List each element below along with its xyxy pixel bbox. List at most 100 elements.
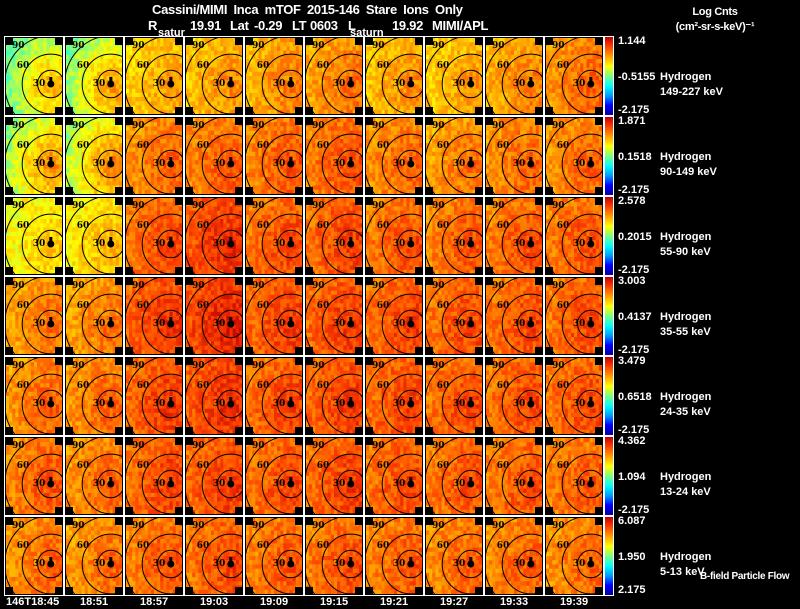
heatmap-cell bbox=[394, 46, 398, 51]
heatmap-cell bbox=[450, 80, 455, 85]
bfield-direction-marker bbox=[169, 157, 173, 161]
heatmap-cell bbox=[429, 92, 433, 98]
heatmap-cell bbox=[157, 189, 161, 194]
heatmap-cell bbox=[40, 84, 44, 89]
heatmap-cell bbox=[232, 76, 237, 81]
heatmap-cell bbox=[390, 92, 395, 98]
heatmap-cell bbox=[106, 76, 110, 81]
heatmap-cell bbox=[69, 147, 73, 153]
heatmap-cell bbox=[381, 105, 385, 111]
heatmap-cell bbox=[270, 92, 275, 98]
heatmap-cell bbox=[66, 172, 70, 178]
fov-mask bbox=[6, 38, 13, 45]
heatmap-cell bbox=[55, 54, 60, 60]
heatmap-cell bbox=[46, 185, 50, 191]
heatmap-cell bbox=[577, 80, 581, 85]
heatmap-cell bbox=[126, 151, 130, 157]
heatmap-cell bbox=[94, 118, 98, 123]
heatmap-cell bbox=[489, 46, 493, 51]
heatmap-cell bbox=[106, 46, 110, 51]
heatmap-cell bbox=[94, 54, 98, 60]
heatmap-cell bbox=[147, 109, 152, 114]
heatmap-cell bbox=[126, 147, 130, 153]
heatmap-cell bbox=[72, 105, 76, 111]
heatmap-cell bbox=[475, 84, 480, 89]
heatmap-cell bbox=[381, 67, 385, 73]
heatmap-cell bbox=[435, 84, 439, 89]
heatmap-cell bbox=[520, 38, 524, 43]
heatmap-cell bbox=[318, 105, 322, 111]
heatmap-cell bbox=[577, 59, 581, 64]
heatmap-cell bbox=[192, 118, 196, 123]
heatmap-cell bbox=[577, 109, 581, 114]
heatmap-cell bbox=[100, 130, 104, 136]
heatmap-cell bbox=[312, 54, 316, 60]
heatmap-cell bbox=[175, 130, 180, 136]
heatmap-cell bbox=[112, 71, 117, 77]
heatmap-cell bbox=[144, 105, 149, 111]
heatmap-cell bbox=[18, 50, 22, 56]
heatmap-cell bbox=[277, 126, 281, 131]
heatmap-cell bbox=[252, 105, 256, 111]
heatmap-cell bbox=[52, 105, 57, 111]
heatmap-cell bbox=[49, 92, 53, 98]
heatmap-cell bbox=[346, 59, 350, 64]
heatmap-cell bbox=[577, 92, 581, 98]
fov-mask bbox=[186, 187, 193, 194]
heatmap-cell bbox=[144, 38, 149, 43]
heatmap-cell bbox=[34, 156, 38, 161]
heatmap-cell bbox=[466, 54, 470, 60]
heatmap-cell bbox=[186, 54, 190, 60]
heatmap-cell bbox=[55, 126, 60, 131]
fov-mask bbox=[186, 38, 193, 45]
heatmap-cell bbox=[220, 172, 224, 178]
heatmap-cell bbox=[589, 46, 593, 51]
heatmap-cell bbox=[409, 105, 413, 111]
heatmap-cell bbox=[46, 126, 50, 131]
heatmap-cell bbox=[270, 97, 275, 102]
heatmap-cell bbox=[58, 50, 62, 56]
contour-label: 90 bbox=[372, 41, 385, 51]
heatmap-cell bbox=[34, 97, 38, 102]
heatmap-cell bbox=[252, 172, 256, 178]
heatmap-cell bbox=[201, 122, 205, 127]
heatmap-cell bbox=[432, 84, 436, 89]
heatmap-cell bbox=[6, 168, 10, 174]
heatmap-cell bbox=[6, 151, 10, 157]
heatmap-cell bbox=[355, 80, 360, 85]
heatmap-cell bbox=[186, 92, 190, 98]
heatmap-cell bbox=[504, 59, 509, 64]
heatmap-cell bbox=[141, 122, 145, 127]
heatmap-cell bbox=[592, 38, 597, 43]
heatmap-cell bbox=[229, 168, 233, 174]
heatmap-cell bbox=[258, 105, 262, 111]
heatmap-cell bbox=[589, 50, 593, 56]
heatmap-cell bbox=[280, 42, 284, 47]
heatmap-cell bbox=[429, 76, 433, 81]
heatmap-cell bbox=[144, 181, 149, 186]
heatmap-cell bbox=[564, 59, 569, 64]
heatmap-cell bbox=[318, 109, 322, 114]
heatmap-cell bbox=[438, 76, 442, 81]
fov-mask bbox=[186, 107, 193, 114]
heatmap-cell bbox=[204, 88, 209, 94]
heatmap-cell bbox=[198, 42, 202, 47]
fov-mask bbox=[66, 38, 73, 45]
heatmap-cell bbox=[372, 71, 376, 77]
heatmap-cell bbox=[249, 143, 253, 148]
heatmap-cell bbox=[160, 76, 164, 81]
heatmap-cell bbox=[592, 76, 597, 81]
heatmap-cell bbox=[280, 139, 284, 144]
heatmap-cell bbox=[157, 122, 161, 127]
heatmap-cell bbox=[204, 134, 209, 140]
heatmap-cell bbox=[366, 71, 370, 77]
heatmap-cell bbox=[394, 42, 398, 47]
heatmap-cell bbox=[72, 130, 76, 136]
heatmap-cell bbox=[327, 46, 332, 51]
heatmap-cell bbox=[369, 97, 373, 102]
heatmap-cell bbox=[198, 63, 202, 68]
heatmap-cell bbox=[229, 46, 233, 51]
heatmap-cell bbox=[52, 172, 57, 178]
heatmap-cell bbox=[207, 134, 212, 140]
heatmap-cell bbox=[406, 92, 410, 98]
